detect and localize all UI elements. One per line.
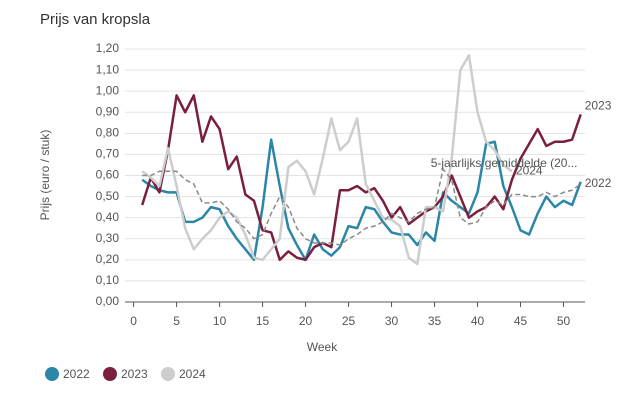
y-tick-label: 0,20 <box>96 252 120 266</box>
x-tick-label: 30 <box>385 314 399 328</box>
x-tick-label: 5 <box>173 314 180 328</box>
x-tick-label: 0 <box>130 314 137 328</box>
x-tick-label: 45 <box>514 314 528 328</box>
line-series <box>141 54 513 266</box>
x-axis-label: Week <box>307 340 338 354</box>
legend-marker <box>103 367 117 381</box>
y-tick-label: 0,30 <box>96 231 120 245</box>
x-tick-label: 25 <box>342 314 356 328</box>
series-end-label: 2022 <box>585 176 612 190</box>
series-end-label: 2023 <box>585 99 612 113</box>
line-series <box>142 168 582 246</box>
y-tick-label: 0,90 <box>96 104 120 118</box>
y-tick-label: 0,40 <box>96 210 120 224</box>
y-tick-label: 0,60 <box>96 168 120 182</box>
y-tick-label: 0,00 <box>96 294 120 308</box>
y-tick-label: 0,80 <box>96 126 120 140</box>
x-tick-label: 35 <box>428 314 442 328</box>
series-end-label: 5-jaarlijks gemiddelde (20... <box>431 156 578 170</box>
y-tick-label: 1,20 <box>96 41 120 55</box>
x-tick-label: 15 <box>256 314 270 328</box>
y-axis-label: Prijs (euro / stuk) <box>38 130 52 221</box>
x-tick-label: 50 <box>557 314 571 328</box>
x-tick-label: 40 <box>471 314 485 328</box>
y-tick-label: 0,50 <box>96 189 120 203</box>
line-series <box>141 94 582 262</box>
x-tick-label: 20 <box>299 314 313 328</box>
y-tick-label: 0,10 <box>96 273 120 287</box>
legend-label: 2024 <box>179 367 206 381</box>
legend-label: 2022 <box>63 367 90 381</box>
series-end-label: 2024 <box>516 163 543 177</box>
chart-title: Prijs van kropsla <box>40 11 151 28</box>
x-tick-label: 10 <box>213 314 227 328</box>
legend-marker <box>45 367 59 381</box>
legend-label: 2023 <box>121 367 148 381</box>
y-tick-label: 1,00 <box>96 83 120 97</box>
y-tick-label: 1,10 <box>96 62 120 76</box>
y-tick-label: 0,70 <box>96 147 120 161</box>
legend-marker <box>161 367 175 381</box>
